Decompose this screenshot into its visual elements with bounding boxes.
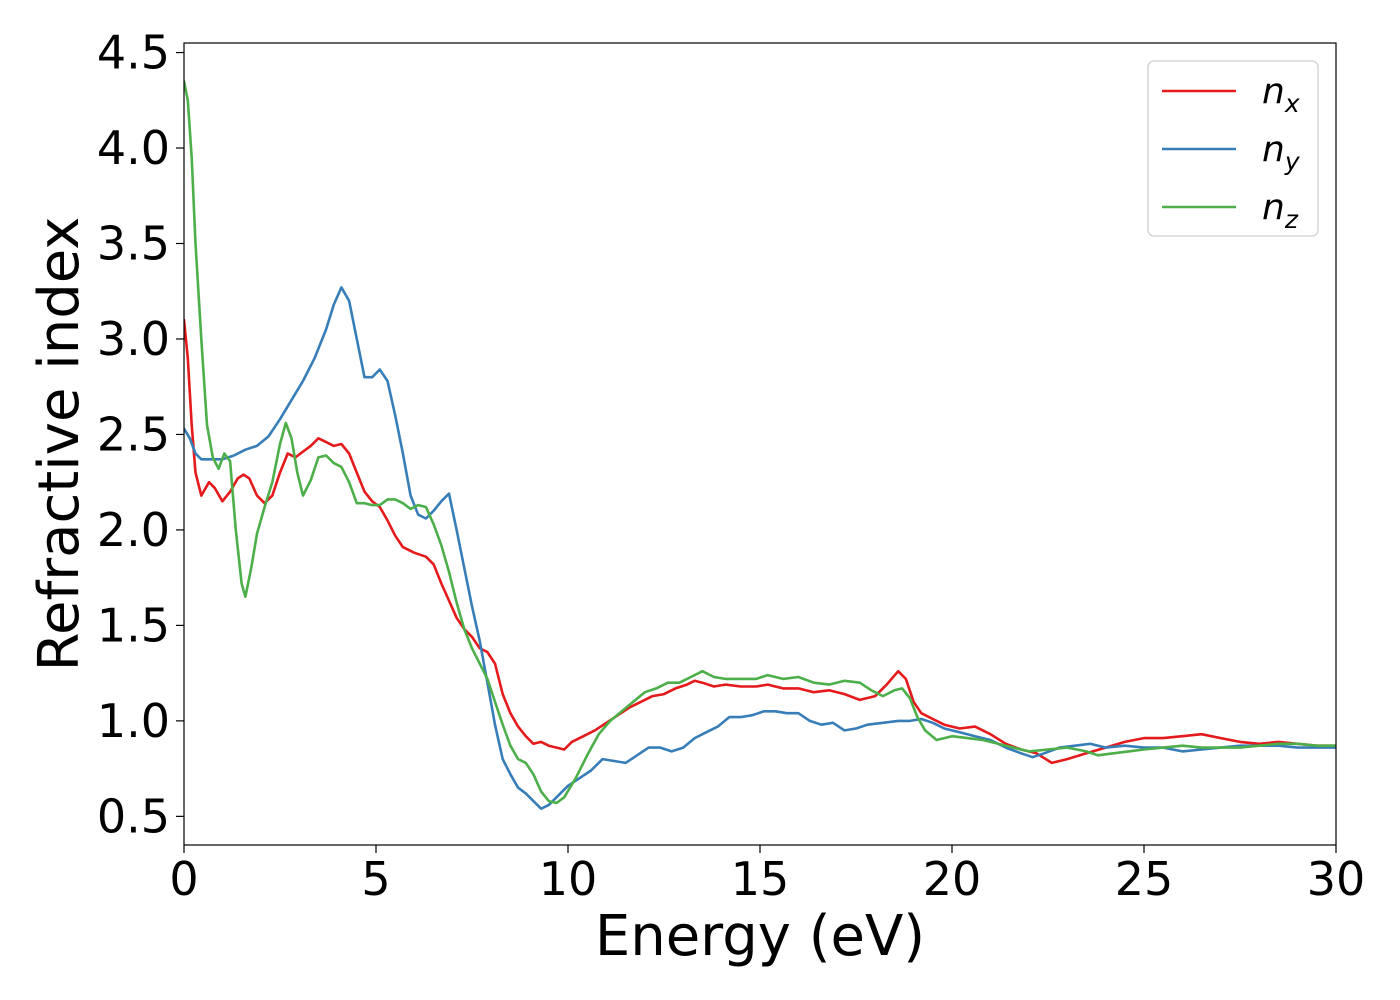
x-tick-label: 5 xyxy=(361,852,390,906)
legend-label-z: nz xyxy=(1262,187,1299,234)
x-tick-label: 0 xyxy=(169,852,198,906)
series-layer xyxy=(184,79,1336,810)
y-tick-label: 3.0 xyxy=(97,312,170,366)
y-axis-ticks: 0.5 1.0 1.5 2.0 2.5 3.0 3.5 4.0 4.5 xyxy=(97,26,184,843)
x-axis-ticks: 0 5 10 15 20 25 30 xyxy=(169,845,1365,906)
x-axis-title: Energy (eV) xyxy=(595,904,925,969)
y-tick-label: 1.5 xyxy=(97,598,170,652)
y-tick-label: 4.0 xyxy=(97,121,170,175)
legend: nx ny nz xyxy=(1147,60,1319,237)
y-tick-label: 4.5 xyxy=(97,26,170,80)
y-tick-label: 2.5 xyxy=(97,407,170,461)
series-line-z xyxy=(184,79,1336,805)
y-axis-title: Refractive index xyxy=(27,217,92,672)
series-line-x xyxy=(184,318,1336,765)
x-tick-label: 10 xyxy=(539,852,598,906)
legend-label-x: nx xyxy=(1262,71,1300,118)
y-tick-label: 2.0 xyxy=(97,503,170,557)
x-tick-label: 30 xyxy=(1307,852,1366,906)
y-tick-label: 0.5 xyxy=(97,789,170,843)
x-tick-label: 25 xyxy=(1115,852,1174,906)
legend-label-y: ny xyxy=(1262,129,1301,176)
y-tick-label: 3.5 xyxy=(97,217,170,271)
y-tick-label: 1.0 xyxy=(97,694,170,748)
x-tick-label: 15 xyxy=(731,852,790,906)
series-line-y xyxy=(184,286,1336,810)
x-tick-label: 20 xyxy=(923,852,982,906)
